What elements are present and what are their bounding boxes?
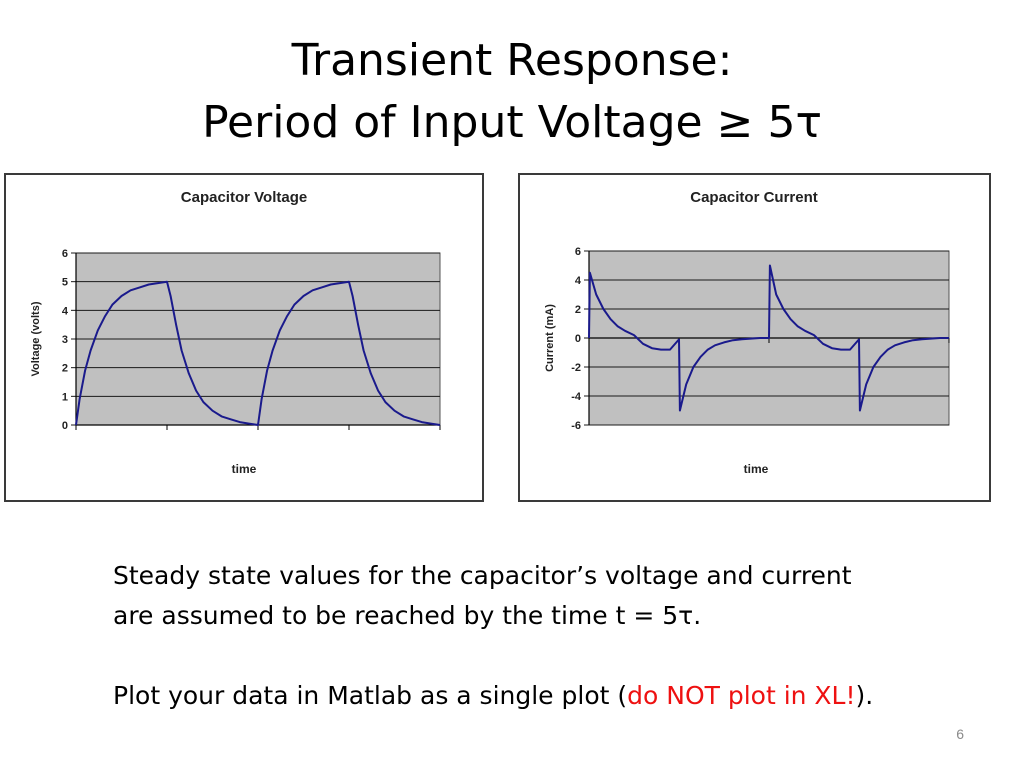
paragraph-2-before: Plot your data in Matlab as a single plo… (113, 681, 628, 710)
y-tick-label: 2 (62, 363, 68, 375)
paragraph-2: Plot your data in Matlab as a single plo… (113, 676, 973, 716)
paragraph-2-highlight: do NOT plot in XL! (627, 681, 856, 710)
series-line (588, 264, 949, 412)
slide-body: Steady state values for the capacitor’s … (113, 556, 973, 716)
y-tick-label: -4 (571, 391, 582, 403)
title-line-1: Transient Response: (291, 35, 733, 86)
capacitor-voltage-plot: Capacitor Voltage 0 1 2 3 4 5 6 time Voltage (vol… (30, 189, 441, 476)
y-tick-label: 6 (575, 246, 581, 258)
capacitor-voltage-chart: Capacitor Voltage 0 1 2 3 4 5 6 time Voltage (vol… (4, 173, 484, 502)
y-tick-label: 0 (575, 333, 581, 345)
paragraph-1-line-2: are assumed to be reached by the time t … (113, 601, 702, 630)
chart-title: Capacitor Voltage (181, 189, 307, 206)
slide-title: Transient Response: Period of Input Volt… (0, 30, 1024, 154)
y-tick-label: 4 (575, 275, 582, 287)
paragraph-1-line-1: Steady state values for the capacitor’s … (113, 561, 852, 590)
paragraph-1: Steady state values for the capacitor’s … (113, 556, 973, 636)
title-line-2: Period of Input Voltage ≥ 5τ (202, 97, 822, 148)
x-axis-label: time (232, 462, 257, 476)
y-tick-label: 3 (62, 334, 68, 346)
y-axis-label: Current (mA) (544, 304, 556, 372)
chart-title: Capacitor Current (690, 189, 818, 206)
capacitor-current-plot: Capacitor Current -6 -4 -2 0 2 4 6 time Current (… (544, 189, 950, 476)
y-tick-label: -2 (571, 362, 581, 374)
paragraph-2-after: ). (855, 681, 874, 710)
capacitor-current-chart: Capacitor Current -6 -4 -2 0 2 4 6 time Current (… (518, 173, 991, 502)
y-tick-label: 6 (62, 248, 68, 260)
series-line (75, 280, 441, 426)
page-number: 6 (956, 726, 964, 742)
y-tick-label: -6 (571, 420, 581, 432)
x-axis-label: time (744, 462, 769, 476)
y-tick-label: 0 (62, 420, 68, 432)
y-tick-label: 2 (575, 304, 581, 316)
y-tick-label: 4 (62, 305, 69, 317)
y-tick-label: 5 (62, 277, 68, 289)
y-axis-label: Voltage (volts) (30, 301, 42, 376)
y-tick-label: 1 (62, 391, 68, 403)
